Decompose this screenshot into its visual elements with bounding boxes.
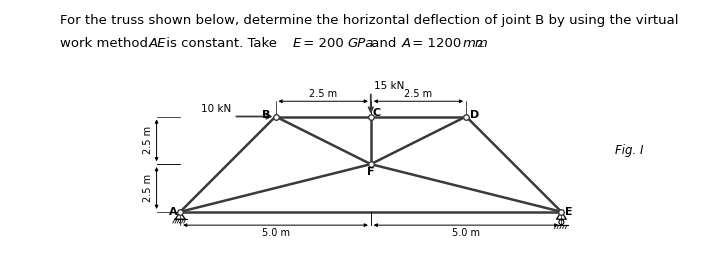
Text: 2.5 m: 2.5 m [405,89,433,99]
Text: C: C [372,108,381,118]
Text: 10 kN: 10 kN [202,104,232,114]
Text: For the truss shown below, determine the horizontal deflection of joint B by usi: For the truss shown below, determine the… [60,14,678,27]
Text: 5.0 m: 5.0 m [261,228,289,238]
Text: E: E [293,37,301,50]
Text: Fig. I: Fig. I [615,144,643,157]
Text: B: B [262,109,270,120]
Text: D: D [470,109,479,120]
Text: GPa: GPa [347,37,374,50]
Text: F: F [367,167,374,177]
Text: AE: AE [149,37,167,50]
Text: 2.5 m: 2.5 m [143,174,153,202]
Text: = 1200: = 1200 [408,37,466,50]
Text: 2.5 m: 2.5 m [309,89,337,99]
Text: is constant. Take: is constant. Take [163,37,282,50]
Text: A: A [402,37,410,50]
Text: .: . [481,37,485,50]
Text: = 200: = 200 [300,37,348,50]
Text: 5.0 m: 5.0 m [452,228,480,238]
Text: E: E [565,207,573,217]
Text: A: A [169,207,178,217]
Text: 2: 2 [476,40,482,49]
Text: 15 kN: 15 kN [374,81,404,91]
Text: and: and [367,37,401,50]
Text: 2.5 m: 2.5 m [143,126,153,154]
Text: work method.: work method. [60,37,156,50]
Text: mm: mm [463,37,489,50]
